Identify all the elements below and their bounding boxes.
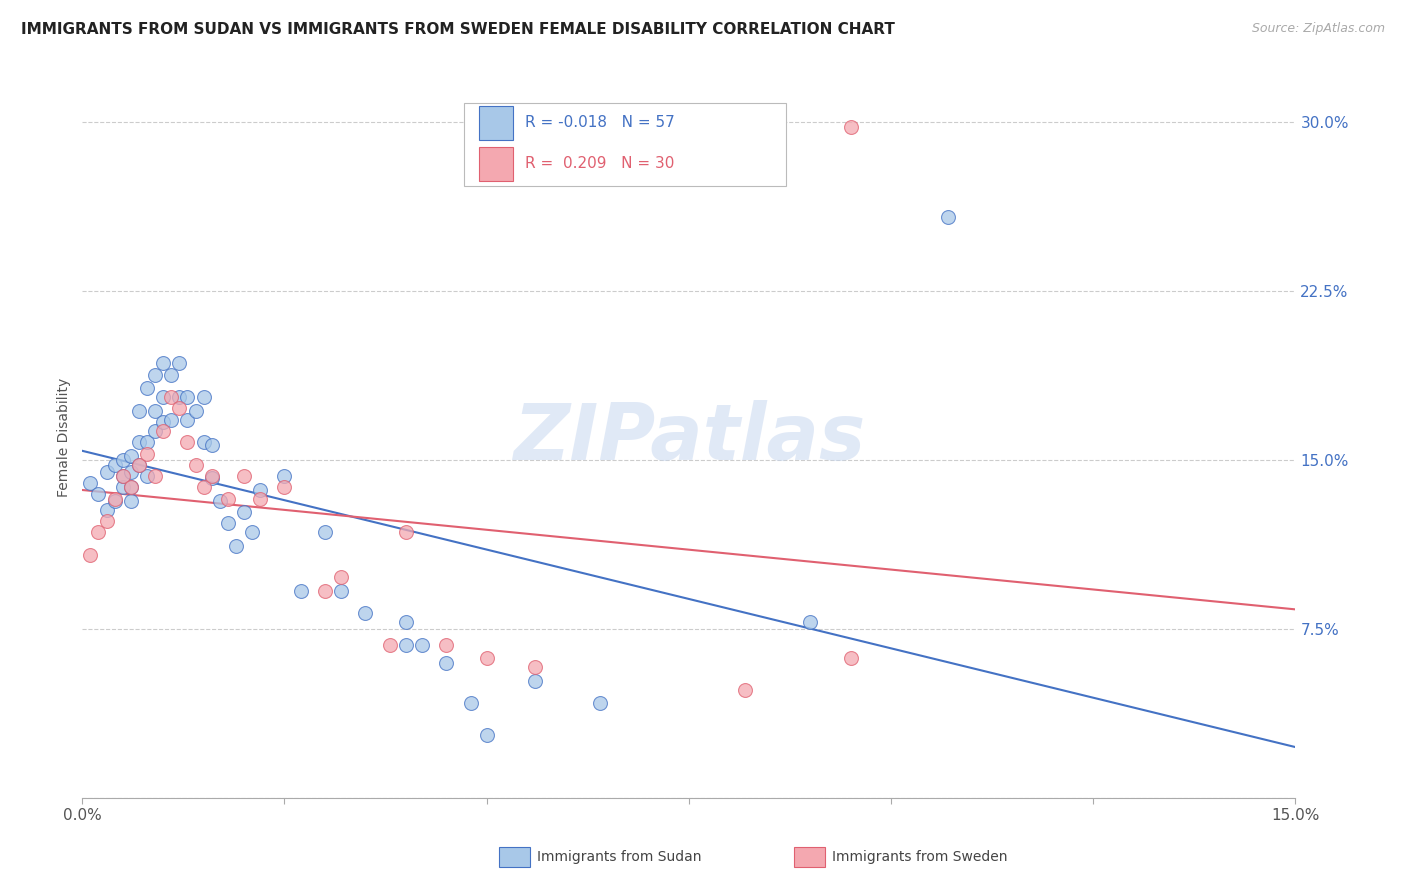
Point [290,583,312,598]
Point [104,458,127,472]
Point [96,514,118,528]
Point [193,390,215,404]
Point [434,656,457,670]
Point [152,390,174,404]
Point [136,381,159,395]
Point [217,491,239,506]
Point [233,469,256,483]
Point [524,660,547,674]
Point [120,465,142,479]
Text: ZIPatlas: ZIPatlas [513,400,865,475]
Point [936,210,959,224]
FancyBboxPatch shape [464,103,786,186]
Point [160,413,183,427]
Point [589,697,612,711]
Point [411,638,433,652]
Point [176,435,198,450]
Point [79,548,101,562]
Point [799,615,821,630]
Point [169,401,191,416]
Point [378,638,401,652]
Point [314,525,336,540]
Point [152,415,174,429]
Point [201,469,224,483]
Point [120,480,142,494]
Point [143,403,166,417]
Point [193,480,215,494]
Point [160,390,183,404]
Point [128,458,150,472]
Point [128,435,150,450]
Point [460,697,482,711]
Point [160,368,183,382]
Point [330,570,353,584]
Point [104,493,127,508]
Point [87,525,110,540]
Text: IMMIGRANTS FROM SUDAN VS IMMIGRANTS FROM SWEDEN FEMALE DISABILITY CORRELATION CH: IMMIGRANTS FROM SUDAN VS IMMIGRANTS FROM… [21,22,896,37]
Point [96,503,118,517]
Point [87,487,110,501]
Point [128,458,150,472]
Point [136,446,159,460]
Point [184,403,207,417]
FancyBboxPatch shape [479,105,513,140]
Point [193,435,215,450]
Point [208,493,231,508]
Point [143,424,166,438]
Point [395,615,418,630]
Point [475,651,498,665]
Point [111,480,134,494]
Point [330,583,353,598]
Point [233,505,256,519]
Point [734,683,756,698]
Point [120,480,142,494]
Point [136,435,159,450]
Point [249,491,271,506]
Point [217,516,239,531]
Point [273,469,295,483]
Point [249,483,271,497]
Point [434,638,457,652]
Point [79,475,101,490]
Point [176,413,198,427]
Point [839,651,862,665]
Text: R = -0.018   N = 57: R = -0.018 N = 57 [524,115,675,130]
Point [128,403,150,417]
FancyBboxPatch shape [479,146,513,181]
Point [111,453,134,467]
Point [524,673,547,688]
Point [111,469,134,483]
Point [111,469,134,483]
Point [143,368,166,382]
Point [169,390,191,404]
Point [143,469,166,483]
Point [104,491,127,506]
Point [152,424,174,438]
Point [225,539,247,553]
Point [176,390,198,404]
Point [136,469,159,483]
Point [120,493,142,508]
Point [169,356,191,370]
Point [201,437,224,451]
Point [273,480,295,494]
Point [395,525,418,540]
Point [395,638,418,652]
Point [152,356,174,370]
Point [96,465,118,479]
Point [184,458,207,472]
Point [120,449,142,463]
Text: Immigrants from Sweden: Immigrants from Sweden [832,850,1008,864]
Point [839,120,862,134]
Text: Source: ZipAtlas.com: Source: ZipAtlas.com [1251,22,1385,36]
Point [240,525,263,540]
Point [475,728,498,742]
Point [354,607,377,621]
Y-axis label: Female Disability: Female Disability [58,378,72,498]
Text: Immigrants from Sudan: Immigrants from Sudan [537,850,702,864]
Point [201,471,224,485]
Text: R =  0.209   N = 30: R = 0.209 N = 30 [524,156,675,171]
Point [314,583,336,598]
